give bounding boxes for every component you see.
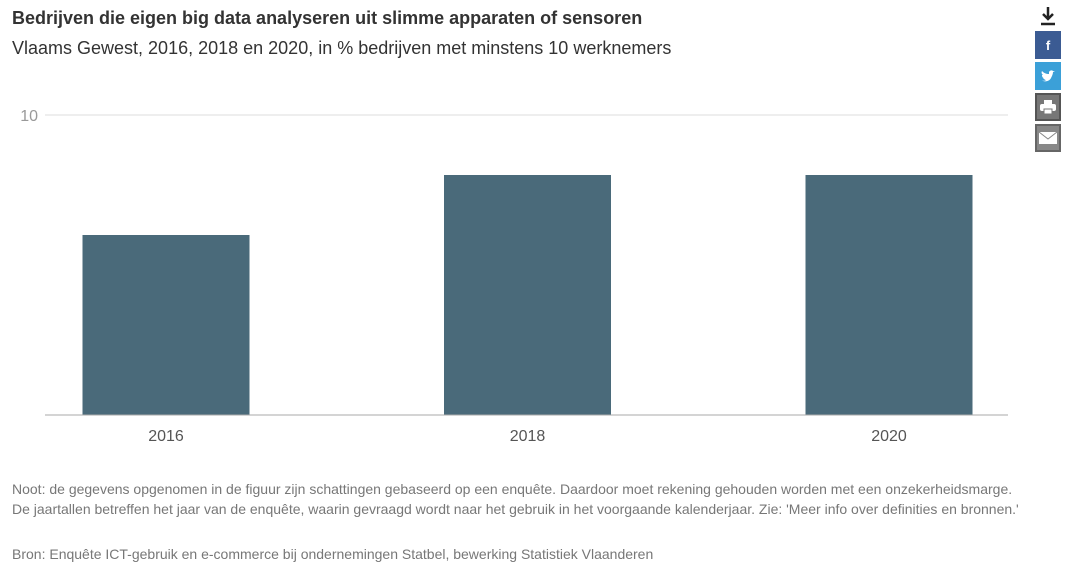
twitter-icon — [1041, 70, 1055, 82]
chart-source: Bron: Enquête ICT-gebruik en e-commerce … — [12, 546, 654, 562]
x-tick-label: 2018 — [510, 428, 546, 445]
print-button[interactable] — [1035, 93, 1061, 121]
chart-note: Noot: de gegevens opgenomen in de figuur… — [12, 481, 1019, 517]
bar-2020[interactable] — [805, 175, 973, 415]
chart-subtitle: Vlaams Gewest, 2016, 2018 en 2020, in % … — [12, 38, 672, 58]
share-toolbar: f — [1035, 4, 1061, 155]
y-tick-label: 10 — [20, 108, 38, 125]
twitter-share-button[interactable] — [1035, 62, 1061, 90]
email-button[interactable] — [1035, 124, 1061, 152]
bar-2016[interactable] — [82, 235, 250, 415]
mail-icon — [1038, 131, 1058, 144]
print-icon — [1040, 100, 1056, 115]
chart-title: Bedrijven die eigen big data analyseren … — [12, 8, 643, 28]
bar-2018[interactable] — [444, 175, 611, 415]
bar-chart: 10 2016 2018 2020 — [20, 108, 1008, 445]
facebook-share-button[interactable]: f — [1035, 31, 1061, 59]
x-tick-label: 2020 — [871, 428, 907, 445]
facebook-icon: f — [1045, 37, 1051, 53]
download-icon[interactable] — [1035, 4, 1061, 28]
x-tick-label: 2016 — [148, 428, 184, 445]
